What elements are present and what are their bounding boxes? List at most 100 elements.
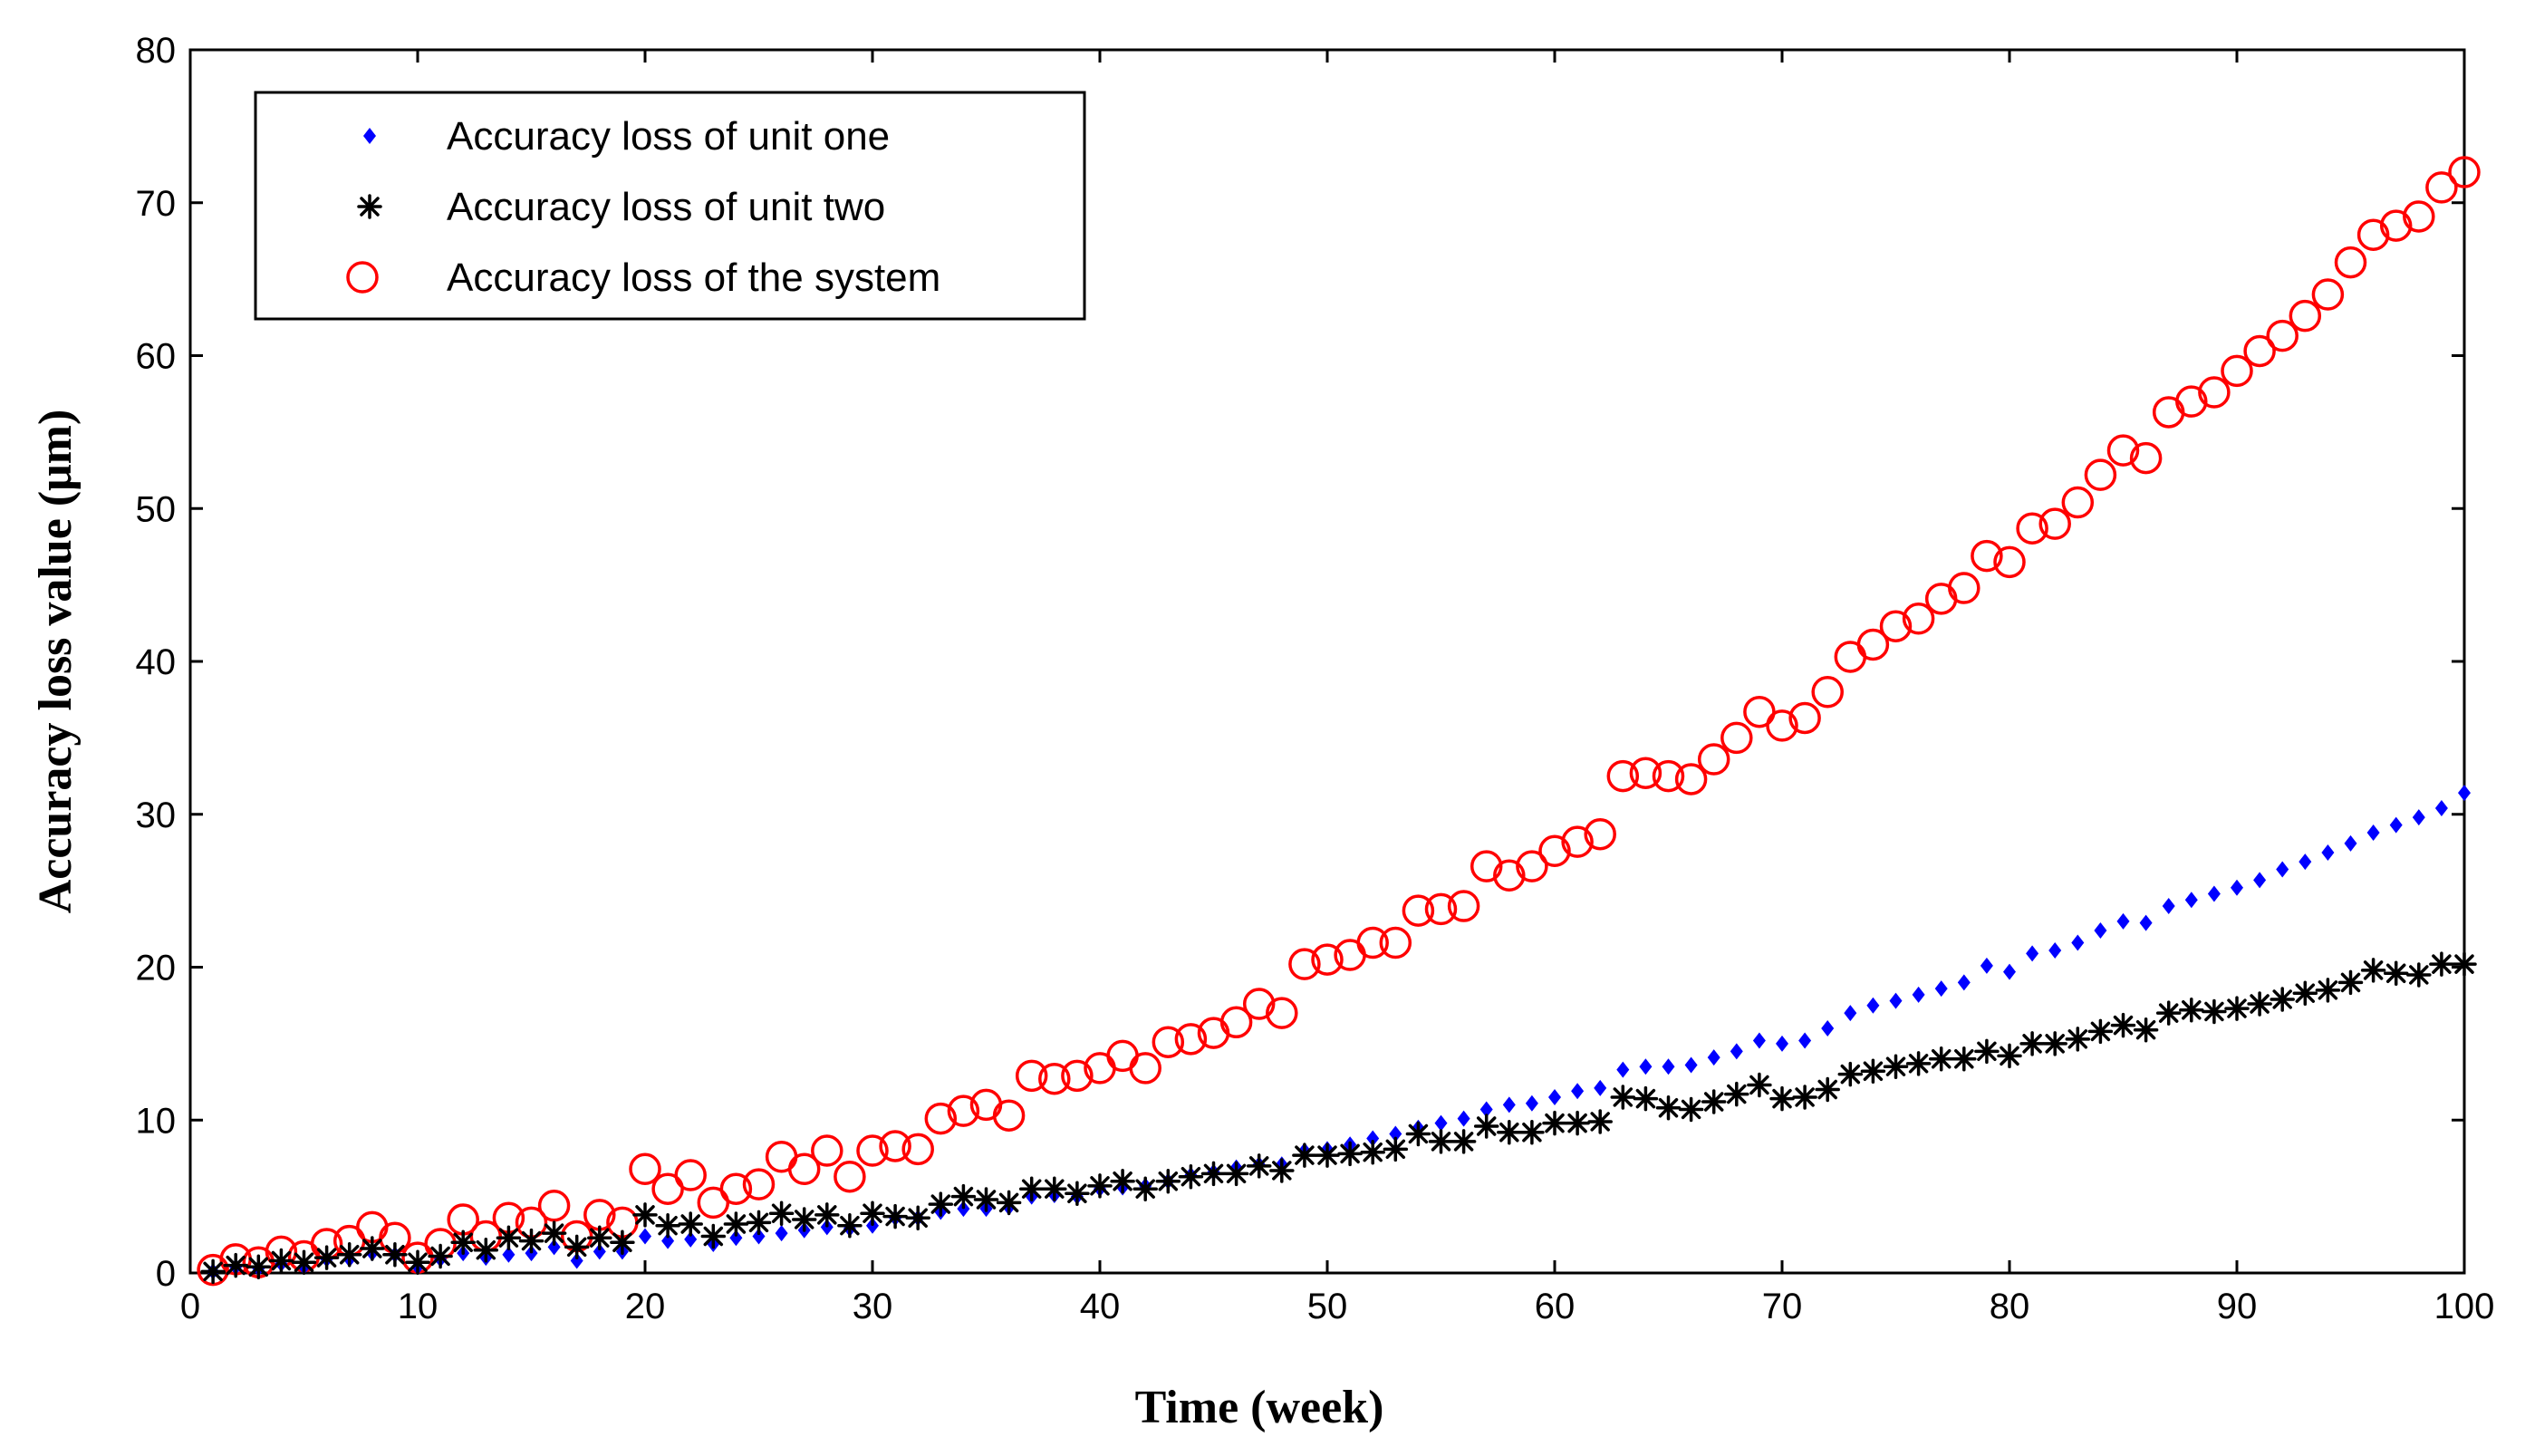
unit-two-point [1701,1089,1727,1114]
x-tick-label: 70 [1762,1287,1803,1326]
unit-two-point [2042,1031,2067,1056]
unit-two-point [632,1202,658,1228]
unit-two-point [1860,1058,1886,1084]
unit-two-point [973,1187,999,1212]
y-tick-label: 60 [136,337,177,377]
y-tick-label: 30 [136,795,177,835]
unit-two-point [1792,1085,1817,1110]
y-tick-label: 70 [136,184,177,224]
unit-two-point [1223,1161,1249,1187]
unit-two-point [1315,1143,1340,1168]
unit-two-point [246,1254,272,1279]
y-tick-label: 20 [136,949,177,988]
unit-two-point [1246,1153,1272,1179]
legend-box [254,91,1086,321]
unit-two-point [1997,1043,2022,1069]
unit-two-point [2247,991,2272,1017]
unit-two-point [2179,998,2204,1023]
unit-two-point [2337,969,2364,996]
unit-two-point [928,1191,954,1217]
unit-two-point [1155,1169,1181,1194]
y-tick-label: 80 [136,31,177,71]
unit-two-point [223,1252,248,1278]
unit-two-point [496,1225,522,1250]
unit-two-point [428,1243,453,1269]
unit-two-point [2202,998,2227,1025]
unit-two-point [1087,1173,1113,1199]
unit-two-point [2360,958,2386,983]
unit-two-point [700,1223,727,1249]
x-tick-label: 60 [1535,1287,1576,1326]
y-tick-label: 40 [136,642,177,682]
unit-two-point [950,1183,977,1210]
unit-two-point [1815,1076,1840,1103]
unit-two-point [882,1203,908,1229]
unit-two-point [1655,1095,1682,1121]
unit-two-point [1042,1176,1067,1201]
unit-two-point [1473,1114,1499,1139]
unit-two-point [1360,1139,1385,1165]
unit-two-point [1883,1054,1909,1079]
x-tick-label: 20 [625,1287,666,1326]
unit-two-point [473,1237,499,1263]
unit-two-point [2133,1017,2159,1043]
unit-two-point [2315,978,2341,1003]
unit-two-point [1747,1072,1772,1098]
unit-two-point [1610,1085,1636,1110]
unit-two-point [291,1249,317,1275]
unit-two-point [541,1220,567,1246]
unit-two-point [1450,1129,1477,1154]
x-tick-label: 10 [398,1287,439,1326]
unit-two-point [1497,1120,1522,1145]
unit-two-point [1018,1176,1045,1201]
x-tick-label: 80 [1990,1287,2030,1326]
legend-label-unit-one: Accuracy loss of unit one [447,114,890,159]
unit-two-point [564,1234,590,1260]
y-tick-label: 50 [136,489,177,529]
x-axis-title: Time (week) [1135,1382,1384,1433]
unit-two-point [1837,1061,1864,1087]
unit-two-point [2452,951,2477,977]
x-tick-label: 50 [1307,1287,1348,1326]
unit-two-point [1905,1051,1932,1076]
unit-two-point [2155,1000,2182,1026]
unit-two-point [1542,1110,1567,1136]
unit-two-point [1200,1161,1227,1187]
unit-two-point [1974,1038,2000,1065]
unit-two-point [1337,1141,1363,1167]
unit-two-point [678,1211,703,1237]
unit-two-point [791,1207,817,1232]
unit-two-point [1292,1143,1317,1168]
unit-two-point [1405,1121,1431,1147]
unit-two-point [837,1212,863,1239]
unit-two-point [610,1229,635,1255]
x-tick-label: 90 [2217,1287,2258,1326]
unit-two-point [405,1249,430,1275]
y-axis-title: Accuracy loss value (μm) [30,410,82,914]
unit-two-point [1633,1085,1659,1112]
unit-two-point [382,1242,408,1268]
unit-two-point [1724,1081,1749,1107]
unit-two-point [1769,1085,1795,1112]
unit-two-point [450,1229,476,1255]
unit-two-point [313,1245,340,1270]
unit-two-point [2110,1012,2136,1038]
unit-two-point [1110,1169,1135,1194]
unit-two-point [2429,951,2454,977]
unit-two-point [1928,1046,1954,1072]
x-tick-label: 100 [2434,1287,2495,1326]
y-tick-label: 0 [156,1254,176,1294]
x-tick-label: 30 [853,1287,893,1326]
unit-two-point [2019,1031,2045,1056]
unit-two-point [1519,1120,1545,1145]
unit-two-point [2406,962,2432,988]
legend-label-system: Accuracy loss of the system [447,256,940,300]
unit-two-point [1178,1163,1204,1190]
unit-two-point [1132,1176,1158,1201]
unit-two-point [905,1205,930,1230]
unit-two-point [1065,1181,1090,1206]
unit-two-point [1565,1110,1590,1136]
legend-marker-unit-two [357,194,382,219]
unit-two-point [200,1258,226,1285]
